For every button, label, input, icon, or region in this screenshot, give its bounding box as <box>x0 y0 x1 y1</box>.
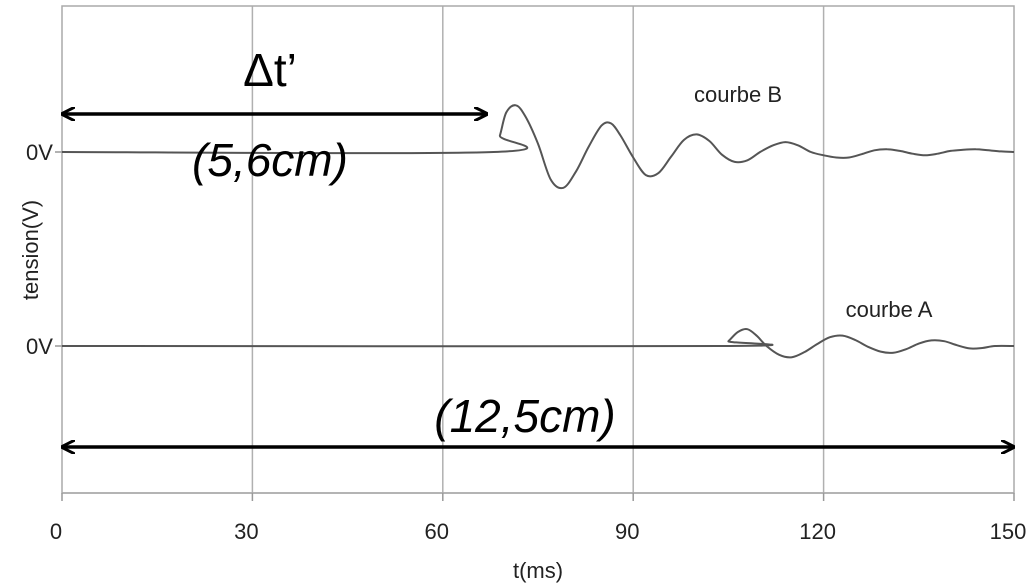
x-tick-label: 120 <box>799 519 836 544</box>
x-tick-label: 60 <box>425 519 449 544</box>
annotation-measure: (12,5cm) <box>434 390 615 442</box>
x-tick-label: 0 <box>50 519 62 544</box>
series-label-courbe-A: courbe A <box>846 297 933 322</box>
annotation-measure: (5,6cm) <box>192 134 348 186</box>
annotations: Δt’ (5,6cm) (12,5cm) <box>62 44 1014 447</box>
y-zero-label: 0V <box>26 334 53 359</box>
y-zero-label: 0V <box>26 140 53 165</box>
series-line-courbe-B <box>61 104 1015 190</box>
x-tick-label: 90 <box>615 519 639 544</box>
x-axis: 0 30 60 90 120 150 <box>50 492 1027 544</box>
series-label-courbe-B: courbe B <box>694 82 782 107</box>
annotation-label: Δt’ <box>243 44 297 96</box>
y-axis-title: tension(V) <box>18 200 43 300</box>
x-axis-title: t(ms) <box>513 558 563 583</box>
series: courbe B 0V courbe A 0V <box>26 82 1015 359</box>
series-line-courbe-A <box>61 328 1015 359</box>
x-tick-label: 30 <box>234 519 258 544</box>
x-tick-label: 150 <box>990 519 1027 544</box>
grid <box>251 6 825 493</box>
